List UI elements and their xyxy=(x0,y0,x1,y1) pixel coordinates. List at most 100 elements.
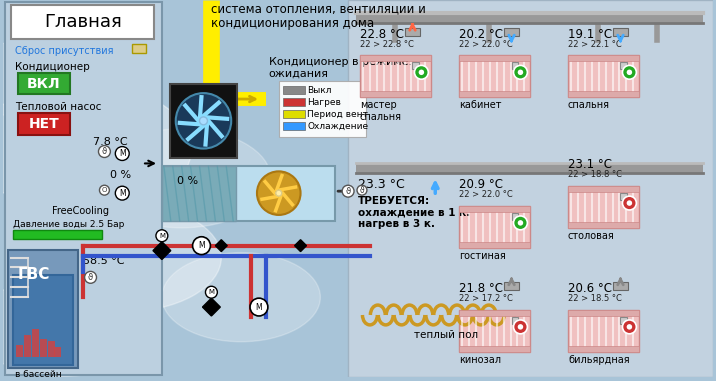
Text: 22 > 17.2 °C: 22 > 17.2 °C xyxy=(459,294,513,303)
Bar xyxy=(283,110,304,118)
Text: ϑ: ϑ xyxy=(359,186,364,195)
Bar xyxy=(621,62,627,69)
Circle shape xyxy=(622,66,637,79)
Bar xyxy=(568,186,639,228)
Bar xyxy=(405,28,420,36)
Text: 22 > 18.5 °C: 22 > 18.5 °C xyxy=(568,294,622,303)
Bar xyxy=(14,230,102,239)
Bar xyxy=(459,91,531,97)
Ellipse shape xyxy=(92,129,271,228)
Text: теплый пол: теплый пол xyxy=(415,330,478,340)
Circle shape xyxy=(175,93,231,149)
Polygon shape xyxy=(203,298,221,316)
Circle shape xyxy=(622,320,637,334)
Text: 22 > 18.8 °C: 22 > 18.8 °C xyxy=(568,170,622,179)
Bar xyxy=(459,310,531,352)
Circle shape xyxy=(622,196,637,210)
Circle shape xyxy=(342,185,354,197)
Bar xyxy=(511,317,518,324)
Text: ϑ: ϑ xyxy=(345,187,351,196)
Circle shape xyxy=(257,171,301,215)
Bar xyxy=(568,310,639,352)
Bar xyxy=(18,113,69,135)
Text: 21.8 °C: 21.8 °C xyxy=(459,282,503,295)
Bar xyxy=(14,275,73,365)
Bar xyxy=(132,43,146,53)
Text: кабинет: кабинет xyxy=(459,100,501,110)
Bar xyxy=(621,193,627,200)
Text: 19.1 °C: 19.1 °C xyxy=(568,28,612,41)
Bar xyxy=(511,213,518,220)
Bar xyxy=(613,282,629,290)
Bar xyxy=(568,186,639,192)
Circle shape xyxy=(517,219,524,226)
Bar xyxy=(503,282,519,290)
Bar xyxy=(459,56,531,97)
Text: M: M xyxy=(119,149,125,158)
Circle shape xyxy=(115,147,129,160)
Text: 0 %: 0 % xyxy=(110,170,132,180)
Text: в бассейн: в бассейн xyxy=(15,370,62,379)
Text: Кондиционер: Кондиционер xyxy=(15,62,90,72)
Bar xyxy=(348,0,712,378)
Text: Кондиционер в режиме:
ожидания: Кондиционер в режиме: ожидания xyxy=(268,58,412,79)
Text: 22.8 °C: 22.8 °C xyxy=(360,28,404,41)
Bar xyxy=(459,56,531,61)
Ellipse shape xyxy=(0,84,192,213)
Circle shape xyxy=(513,320,528,334)
Text: спальня: спальня xyxy=(568,100,610,110)
Bar xyxy=(360,91,431,97)
Ellipse shape xyxy=(0,277,152,376)
Bar xyxy=(568,310,639,316)
Ellipse shape xyxy=(162,253,320,342)
Text: 20.9 °C: 20.9 °C xyxy=(459,178,503,191)
Text: M: M xyxy=(208,289,214,295)
Bar xyxy=(283,86,304,94)
Bar xyxy=(503,28,519,36)
Bar xyxy=(621,317,627,324)
Bar xyxy=(11,5,154,38)
Bar xyxy=(16,345,23,357)
Bar xyxy=(568,56,639,61)
Text: Нагрев: Нагрев xyxy=(307,98,342,107)
Text: Период вент.: Период вент. xyxy=(307,110,372,119)
Bar xyxy=(40,339,47,357)
Bar xyxy=(568,56,639,97)
Text: 22 > 22.0 °C: 22 > 22.0 °C xyxy=(459,190,513,199)
Text: 58.5 °C: 58.5 °C xyxy=(82,256,124,266)
Text: 23.1 °C: 23.1 °C xyxy=(568,158,612,171)
Text: 20.2 °C: 20.2 °C xyxy=(459,28,503,41)
Bar xyxy=(6,2,162,375)
Text: M: M xyxy=(198,241,205,250)
Text: ТРЕБУЕТСЯ:
охлаждение в 1 к.
нагрев в 3 к.: ТРЕБУЕТСЯ: охлаждение в 1 к. нагрев в 3 … xyxy=(358,196,470,229)
Circle shape xyxy=(517,69,524,76)
Text: бильярдная: бильярдная xyxy=(568,355,629,365)
Bar xyxy=(283,98,304,106)
Circle shape xyxy=(115,186,129,200)
Text: FreeCooling: FreeCooling xyxy=(52,206,109,216)
Polygon shape xyxy=(153,242,171,259)
Circle shape xyxy=(626,69,633,76)
Text: 23.3 °C: 23.3 °C xyxy=(358,178,405,191)
Bar xyxy=(283,122,304,130)
Circle shape xyxy=(418,69,425,76)
Circle shape xyxy=(250,298,268,316)
Circle shape xyxy=(156,230,168,242)
Ellipse shape xyxy=(23,203,221,312)
Bar xyxy=(459,346,531,352)
Bar xyxy=(568,91,639,97)
Bar xyxy=(162,166,236,221)
Bar xyxy=(32,329,39,357)
Ellipse shape xyxy=(0,40,102,119)
Bar xyxy=(360,56,431,61)
Text: 20.6 °C: 20.6 °C xyxy=(568,282,612,295)
Text: Выкл: Выкл xyxy=(307,86,332,95)
Bar xyxy=(511,62,518,69)
Circle shape xyxy=(626,200,633,207)
Circle shape xyxy=(99,146,110,157)
Bar xyxy=(279,81,366,137)
Bar xyxy=(360,56,431,97)
Circle shape xyxy=(626,323,633,330)
Circle shape xyxy=(357,185,367,195)
Circle shape xyxy=(415,66,428,79)
